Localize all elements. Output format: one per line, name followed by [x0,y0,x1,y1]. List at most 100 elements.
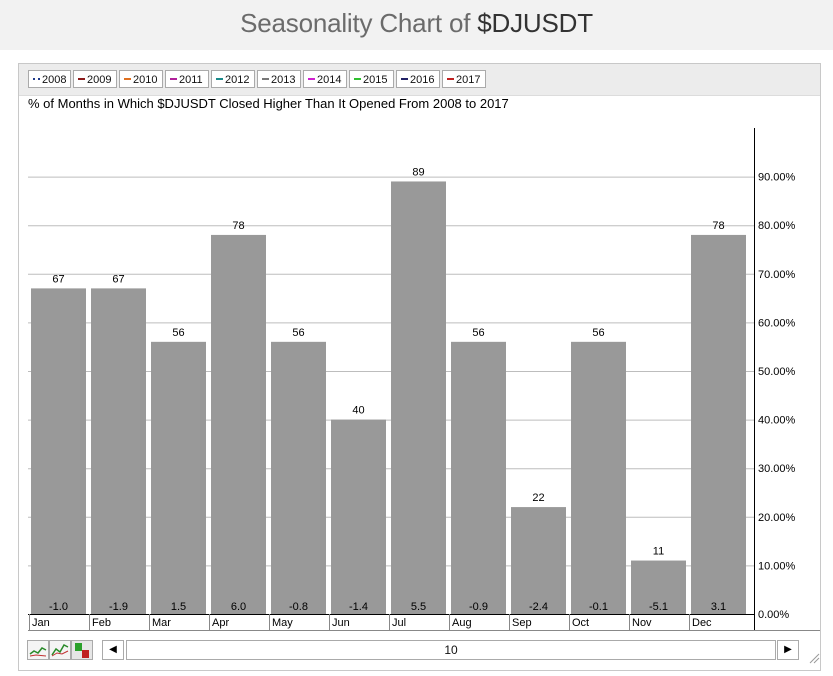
bar-jun [331,419,386,614]
value-label: 67 [112,273,124,285]
x-tick-label: Aug [452,617,472,629]
legend-bar: 2008 2009 2010 2011 2012 2013 2014 2015 2016 2017 [19,64,820,96]
x-tick-label: Jan [32,617,50,629]
line-chart-icon[interactable] [27,640,49,660]
avg-change-label: -1.9 [109,601,128,613]
bar-aug [451,341,506,614]
legend-item-2010[interactable]: 2010 [119,70,163,88]
bar-feb [91,288,146,614]
x-tick-label: Jun [332,617,350,629]
value-label: 89 [412,166,424,178]
x-tick-label: Nov [632,617,652,629]
legend-item-2012[interactable]: 2012 [211,70,255,88]
legend-swatch [262,78,269,81]
legend-item-2011[interactable]: 2011 [165,70,209,88]
legend-label: 2016 [410,74,435,86]
scroll-right-button[interactable]: ▶ [777,640,799,660]
value-label: 40 [352,405,364,417]
bar-may [271,341,326,614]
legend-label: 2015 [363,74,388,86]
avg-change-label: -0.8 [289,601,308,613]
value-label: 56 [292,327,304,339]
y-tick-label: 40.00% [758,415,796,427]
avg-change-label: -1.4 [349,601,368,613]
bar-nov [631,560,686,614]
legend-swatch [170,78,177,81]
legend-item-2009[interactable]: 2009 [73,70,117,88]
value-label: 56 [592,327,604,339]
value-label: 78 [712,220,724,232]
bar-mar [151,341,206,614]
resize-grip-icon[interactable] [808,652,820,664]
legend-swatch [354,78,361,81]
legend-item-2008[interactable]: 2008 [28,70,71,88]
legend-swatch [308,78,315,81]
legend-swatch [33,78,40,81]
chart-title: % of Months in Which $DJUSDT Closed High… [28,96,509,111]
bar-sep [511,507,566,614]
value-label: 56 [172,327,184,339]
bar-jan [31,288,86,614]
x-tick-label: Jul [392,617,406,629]
bar-chart-icon[interactable] [71,640,93,660]
avg-change-label: -5.1 [649,601,668,613]
avg-change-label: -0.1 [589,601,608,613]
legend-item-2014[interactable]: 2014 [303,70,347,88]
legend-swatch [447,78,454,81]
performance-chart-icon[interactable] [49,640,71,660]
avg-change-label: -0.9 [469,601,488,613]
avg-change-label: 1.5 [171,601,186,613]
period-scrollbar[interactable]: 10 [126,640,776,660]
value-label: 56 [472,327,484,339]
bar-jul [391,181,446,614]
legend-label: 2010 [133,74,158,86]
arrow-left-icon: ◀ [109,644,117,655]
y-tick-label: 80.00% [758,220,796,232]
value-label: 22 [532,492,544,504]
avg-change-label: 3.1 [711,601,726,613]
x-tick-label: May [272,617,293,629]
y-tick-label: 60.00% [758,317,796,329]
x-tick-label: Dec [692,617,712,629]
page-header: Seasonality Chart of $DJUSDT [0,0,833,50]
scrollbar-value: 10 [444,643,458,657]
y-tick-label: 90.00% [758,172,796,184]
legend-label: 2017 [456,74,481,86]
bar-oct [571,341,626,614]
value-label: 78 [232,220,244,232]
y-tick-label: 0.00% [758,609,789,621]
y-tick-label: 70.00% [758,269,796,281]
y-tick-label: 20.00% [758,512,796,524]
legend-swatch [124,78,131,81]
legend-swatch [401,78,408,81]
avg-change-label: 5.5 [411,601,426,613]
y-tick-label: 50.00% [758,366,796,378]
y-tick-label: 30.00% [758,463,796,475]
legend-label: 2009 [87,74,112,86]
legend-swatch [216,78,223,81]
x-tick-label: Mar [152,617,171,629]
legend-item-2013[interactable]: 2013 [257,70,301,88]
legend-label: 2012 [225,74,250,86]
value-label: 11 [653,546,664,558]
legend-label: 2011 [179,74,203,86]
page-title: Seasonality Chart of $DJUSDT [240,8,593,38]
legend-item-2015[interactable]: 2015 [349,70,394,88]
x-tick-label: Sep [512,617,532,629]
legend-label: 2013 [271,74,296,86]
arrow-right-icon: ▶ [784,644,792,655]
legend-label: 2014 [317,74,342,86]
legend-swatch [78,78,85,81]
avg-change-label: 6.0 [231,601,246,613]
y-tick-label: 10.00% [758,560,796,572]
scroll-left-button[interactable]: ◀ [102,640,124,660]
avg-change-label: -2.4 [529,601,548,613]
legend-item-2016[interactable]: 2016 [396,70,440,88]
x-tick-label: Apr [212,617,229,629]
bar-apr [211,234,266,615]
legend-item-2017[interactable]: 2017 [442,70,486,88]
legend-label: 2008 [42,74,67,86]
value-label: 67 [52,273,64,285]
avg-change-label: -1.0 [49,601,68,613]
